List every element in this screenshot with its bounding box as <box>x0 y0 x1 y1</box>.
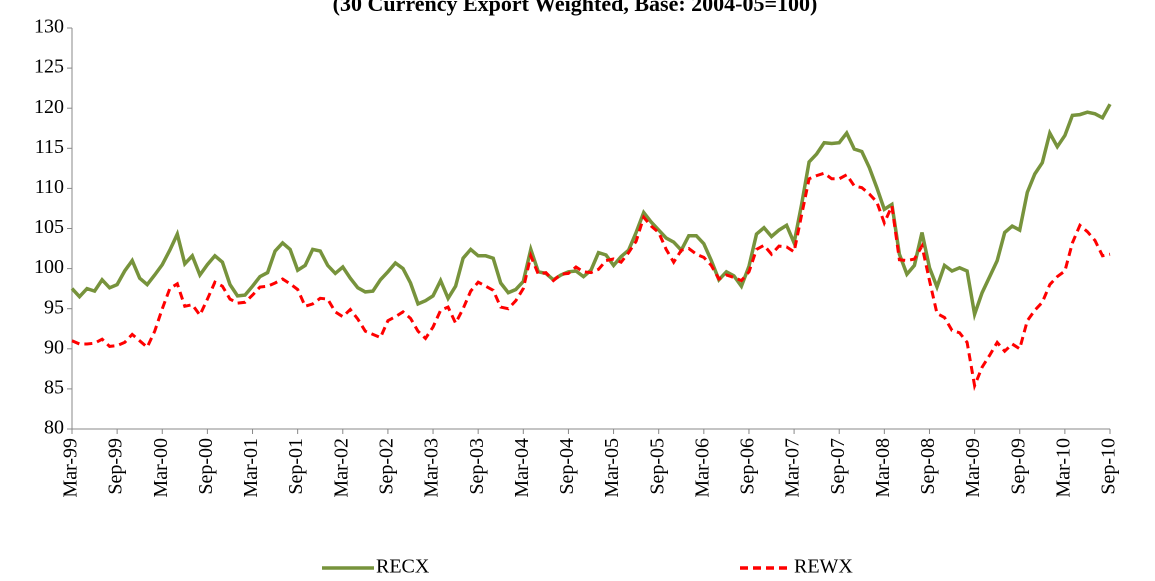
x-tick-label: Mar-10 <box>1052 438 1074 498</box>
y-tick-label: 80 <box>44 417 64 439</box>
legend-label: RECX <box>376 556 430 578</box>
x-tick-label: Sep-10 <box>1098 438 1120 495</box>
x-tick-label: Sep-05 <box>646 438 668 495</box>
x-tick-label: Sep-99 <box>105 438 127 495</box>
x-tick-label: Mar-09 <box>962 438 984 498</box>
chart-subtitle: (30 Currency Export Weighted, Base: 2004… <box>333 0 818 16</box>
x-tick-label: Mar-99 <box>60 438 82 498</box>
y-tick-label: 110 <box>35 176 64 198</box>
x-tick-label: Mar-03 <box>421 438 443 498</box>
legend-label: REWX <box>794 556 853 578</box>
x-tick-label: Sep-06 <box>737 438 759 495</box>
x-tick-label: Mar-00 <box>150 438 172 498</box>
y-tick-label: 115 <box>35 136 64 158</box>
x-tick-label: Mar-05 <box>601 438 623 498</box>
x-tick-label: Mar-07 <box>782 438 804 498</box>
x-tick-label: Sep-03 <box>466 438 488 495</box>
y-tick-label: 105 <box>34 216 64 238</box>
x-tick-label: Sep-00 <box>195 438 217 495</box>
x-tick-label: Mar-08 <box>872 438 894 498</box>
x-tick-label: Sep-04 <box>556 438 578 495</box>
y-tick-label: 130 <box>34 16 64 38</box>
x-tick-label: Mar-01 <box>240 438 262 498</box>
x-tick-label: Sep-01 <box>285 438 307 495</box>
y-tick-label: 100 <box>34 256 64 278</box>
y-tick-label: 90 <box>44 336 64 358</box>
x-tick-label: Mar-04 <box>511 438 533 498</box>
x-tick-label: Sep-09 <box>1007 438 1029 495</box>
x-tick-label: Mar-06 <box>691 438 713 498</box>
x-tick-label: Sep-08 <box>917 438 939 495</box>
x-tick-label: Mar-02 <box>330 438 352 498</box>
y-tick-label: 125 <box>34 56 64 78</box>
x-tick-label: Sep-02 <box>376 438 398 495</box>
y-tick-label: 120 <box>34 96 64 118</box>
series-line <box>71 171 1111 392</box>
x-tick-label: Sep-07 <box>827 438 849 495</box>
y-tick-label: 85 <box>44 376 64 398</box>
series-line <box>70 103 1112 322</box>
y-tick-label: 95 <box>44 296 64 318</box>
